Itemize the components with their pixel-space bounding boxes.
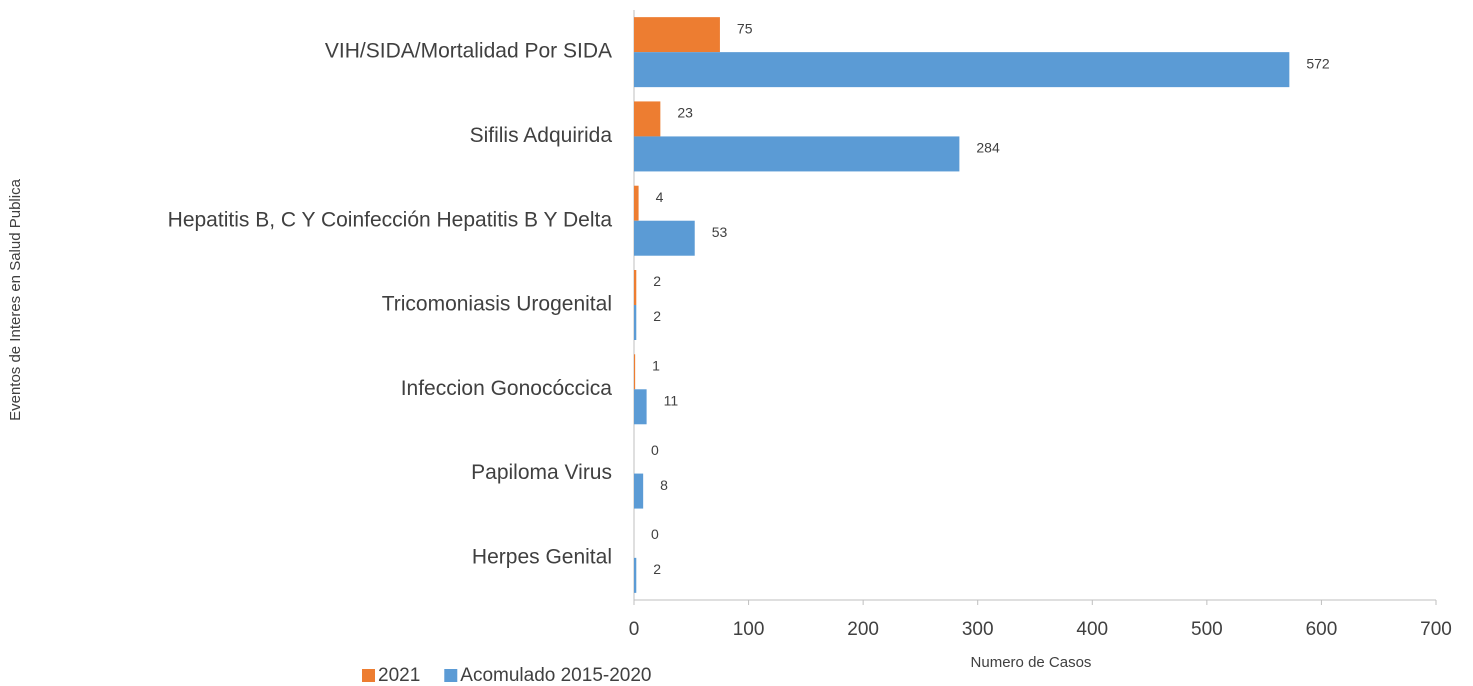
legend-label: Acomulado 2015-2020 xyxy=(460,665,651,686)
legend-swatch xyxy=(362,669,375,682)
data-label: 2 xyxy=(653,273,661,289)
data-label: 11 xyxy=(664,392,679,408)
data-label: 0 xyxy=(651,442,659,458)
y-tick-label: Sifilis Adquirida xyxy=(470,124,613,147)
data-label: 572 xyxy=(1306,55,1330,71)
y-tick-label: Tricomoniasis Urogenital xyxy=(382,293,612,316)
bar xyxy=(634,389,647,425)
bar xyxy=(634,52,1290,88)
data-label: 2 xyxy=(653,308,661,324)
bar xyxy=(634,185,639,221)
bar xyxy=(634,270,637,305)
y-tick-label: VIH/SIDA/Mortalidad Por SIDA xyxy=(325,40,612,63)
data-label: 4 xyxy=(656,189,664,205)
legend-label: 2021 xyxy=(378,665,420,686)
data-label: 0 xyxy=(651,526,659,542)
data-label: 1 xyxy=(652,357,660,373)
bar xyxy=(634,473,644,509)
y-tick-label: Papiloma Virus xyxy=(471,461,612,484)
x-tick-label: 500 xyxy=(1191,619,1223,640)
data-label: 2 xyxy=(653,561,661,577)
bar xyxy=(634,354,636,390)
x-tick-label: 200 xyxy=(847,619,879,640)
x-tick-label: 300 xyxy=(962,619,994,640)
y-axis-title: Eventos de Interes en Salud Publica xyxy=(7,178,24,420)
data-label: 23 xyxy=(677,105,693,121)
data-label: 8 xyxy=(660,477,668,493)
x-tick-label: 400 xyxy=(1076,619,1108,640)
x-tick-label: 0 xyxy=(629,619,640,640)
x-axis-title: Numero de Casos xyxy=(971,654,1092,671)
bar xyxy=(634,101,661,137)
x-tick-label: 700 xyxy=(1420,619,1452,640)
data-label: 53 xyxy=(712,224,728,240)
bar xyxy=(634,17,720,53)
y-tick-label: Herpes Genital xyxy=(472,545,612,568)
data-label: 75 xyxy=(737,20,753,36)
bar xyxy=(634,220,695,256)
x-tick-label: 100 xyxy=(733,619,765,640)
y-tick-label: Infeccion Gonocóccica xyxy=(401,377,613,400)
bar xyxy=(634,557,637,593)
data-label: 284 xyxy=(976,140,1000,156)
legend-swatch xyxy=(444,669,458,682)
y-tick-label: Hepatitis B, C Y Coinfección Hepatitis B… xyxy=(168,208,613,231)
bar xyxy=(634,305,637,340)
bar xyxy=(634,136,960,172)
x-tick-label: 600 xyxy=(1306,619,1338,640)
